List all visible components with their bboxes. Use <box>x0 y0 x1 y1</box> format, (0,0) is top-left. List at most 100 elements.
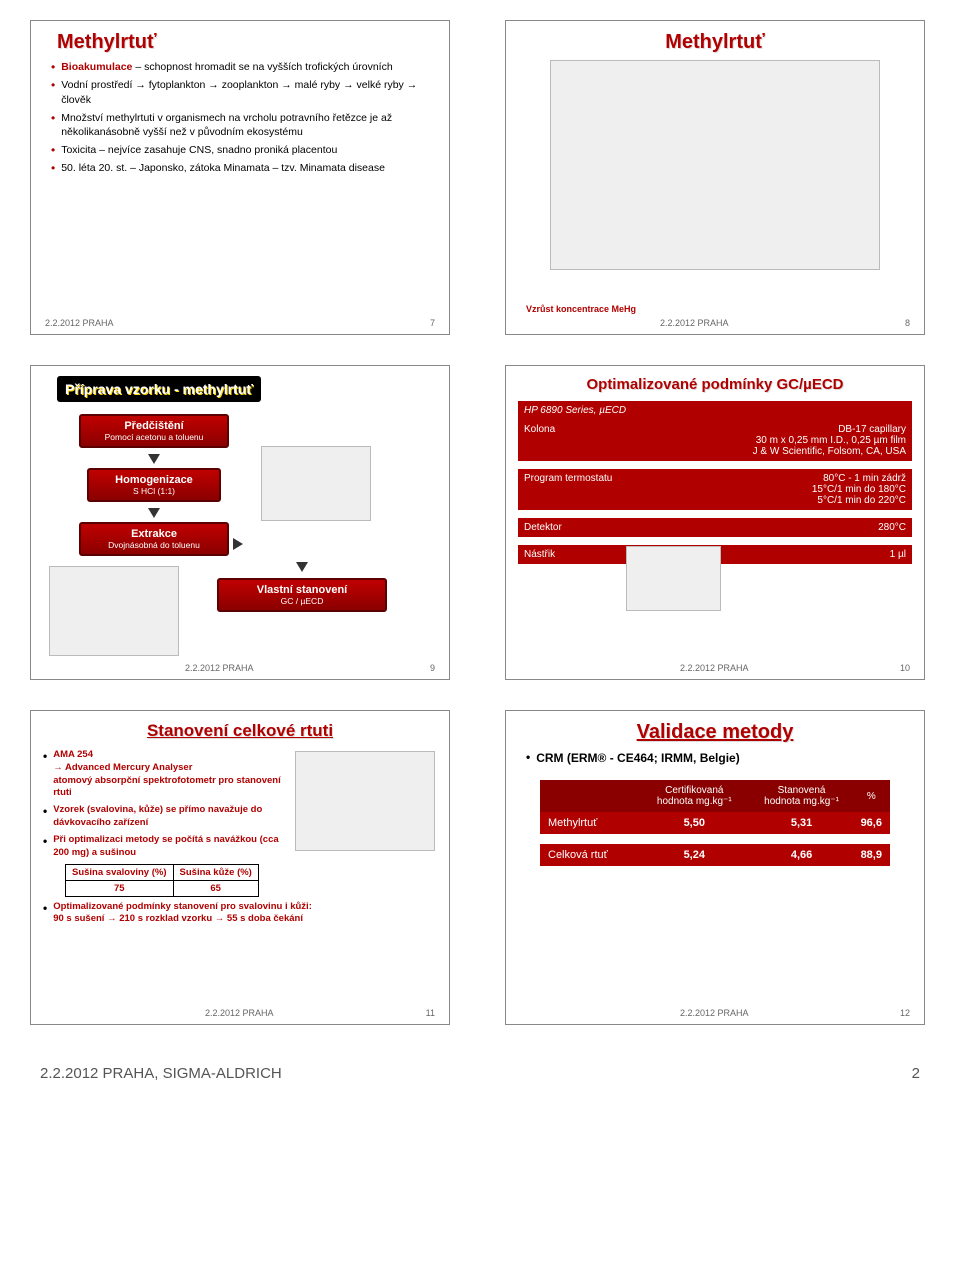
bullet-text: – schopnost hromadit se na vyšších trofi… <box>132 61 392 73</box>
cell-value: 5,24 <box>638 844 751 866</box>
bioaccumulation-label: Bioakumulace <box>61 61 132 73</box>
cell-value: 65 <box>173 880 258 896</box>
slide-body: • AMA 254 → Advanced Mercury Analyser at… <box>43 749 283 860</box>
arrow-down-icon <box>148 508 160 518</box>
cell-value: 5,31 <box>751 812 853 834</box>
crm-label: CRM (ERM® - CE464; IRMM, Belgie) <box>536 750 904 766</box>
page-footer: 2.2.2012 PRAHA, SIGMA-ALDRICH 2 <box>30 1065 930 1082</box>
arrow-down-icon <box>148 454 160 464</box>
cell-value: 4,66 <box>751 844 853 866</box>
photo-ama254 <box>295 751 435 851</box>
arrow-right-icon <box>233 538 243 550</box>
step-sublabel: S HCl (1:1) <box>95 486 213 496</box>
slide-11: Stanovení celkové rtuti • AMA 254 → Adva… <box>30 710 450 1025</box>
slide-title: Methylrtuť <box>57 31 437 54</box>
row-label: Celková rtuť <box>540 844 638 866</box>
slide-12: Validace metody •CRM (ERM® - CE464; IRMM… <box>505 710 925 1025</box>
arrow-down-icon <box>296 562 308 572</box>
validation-table: Certifikovaná hodnota mg.kg⁻¹ Stanovená … <box>540 780 890 866</box>
slide-footer: 2.2.2012 PRAHA 12 <box>506 1008 924 1018</box>
cell-value: 75 <box>66 880 174 896</box>
bullet-text: 50. léta 20. st. – Japonsko, zátoka Mina… <box>61 161 429 175</box>
step-sublabel: Pomocí acetonu a toluenu <box>87 432 221 442</box>
ama-label: AMA 254 <box>53 749 93 760</box>
slide-number: 10 <box>900 663 910 673</box>
ama-expansion: → Advanced Mercury Analyser <box>53 762 192 773</box>
cell-value: 88,9 <box>853 844 890 866</box>
bullet-text: 90 s sušení → 210 s rozklad vzorku → 55 … <box>53 913 303 924</box>
slide-title: Stanovení celkové rtuti <box>43 721 437 741</box>
caption: Vzrůst koncentrace MeHg <box>526 304 636 314</box>
param-value: 80°C - 1 min zádrž 15°C/1 min do 180°C 5… <box>628 469 912 510</box>
param-label: Nástřik <box>518 545 628 564</box>
footer-date: 2.2.2012 PRAHA <box>680 1008 749 1018</box>
slide-number: 8 <box>905 318 910 328</box>
slide-number: 7 <box>430 318 435 328</box>
row-label: Methylrtuť <box>540 812 638 834</box>
col-header: Sušina svaloviny (%) <box>66 864 174 880</box>
param-value: DB-17 capillary 30 m x 0,25 mm I.D., 0,2… <box>628 420 912 461</box>
param-value: 280°C <box>628 518 912 537</box>
step-sublabel: GC / µECD <box>225 596 379 606</box>
param-label: Detektor <box>518 518 628 537</box>
slide-number: 11 <box>426 1008 435 1018</box>
col-header: Stanovená hodnota mg.kg⁻¹ <box>751 780 853 812</box>
footer-date: 2.2.2012 PRAHA <box>45 318 114 328</box>
slide-footer: 2.2.2012 PRAHA 11 <box>31 1008 449 1018</box>
footer-date: 2.2.2012 PRAHA <box>680 663 749 673</box>
step-label: Vlastní stanovení <box>225 584 379 596</box>
gc-conditions-table: HP 6890 Series, µECD KolonaDB-17 capilla… <box>518 401 912 564</box>
bioaccumulation-diagram <box>550 60 880 270</box>
bullet-text: Vodní prostředí → fytoplankton → zooplan… <box>61 78 429 106</box>
flow-title: Příprava vzorku - methylrtuť <box>57 376 261 402</box>
photo-centrifuge <box>261 446 371 521</box>
step-sublabel: Dvojnásobná do toluenu <box>87 540 221 550</box>
step-label: Předčištění <box>87 420 221 432</box>
photo-instrument <box>626 546 721 611</box>
slide-7: Methylrtuť •Bioakumulace – schopnost hro… <box>30 20 450 335</box>
slide-grid: Methylrtuť •Bioakumulace – schopnost hro… <box>30 20 930 1025</box>
drymatter-table: Sušina svaloviny (%)Sušina kůže (%) 7565 <box>65 864 259 897</box>
col-header: Certifikovaná hodnota mg.kg⁻¹ <box>638 780 751 812</box>
bullet-text: Toxicita – nejvíce zasahuje CNS, snadno … <box>61 143 429 157</box>
bullet-text: Při optimalizaci metody se počítá s navá… <box>53 834 283 860</box>
footer-date: 2.2.2012 PRAHA <box>205 1008 274 1018</box>
page-footer-left: 2.2.2012 PRAHA, SIGMA-ALDRICH <box>40 1065 282 1082</box>
cell-value: 96,6 <box>853 812 890 834</box>
slide-number: 9 <box>430 663 435 673</box>
slide-footer: 2.2.2012 PRAHA 8 <box>506 318 924 328</box>
step-predcisteni: Předčištění Pomocí acetonu a toluenu <box>79 414 229 448</box>
param-label: Kolona <box>518 420 628 461</box>
page-footer-right: 2 <box>912 1065 920 1082</box>
slide-footer: 2.2.2012 PRAHA 7 <box>31 318 449 328</box>
step-label: Homogenizace <box>95 474 213 486</box>
slide-footer: 2.2.2012 PRAHA 10 <box>506 663 924 673</box>
bullet-text: Optimalizované podmínky stanovení pro sv… <box>53 901 312 912</box>
slide-title: Validace metody <box>518 721 912 744</box>
col-header: Sušina kůže (%) <box>173 864 258 880</box>
step-stanoveni: Vlastní stanovení GC / µECD <box>217 578 387 612</box>
slide-9: Příprava vzorku - methylrtuť Předčištění… <box>30 365 450 680</box>
opt-conditions: • Optimalizované podmínky stanovení pro … <box>43 901 437 927</box>
step-homogenizace: Homogenizace S HCl (1:1) <box>87 468 221 502</box>
cell-value: 5,50 <box>638 812 751 834</box>
step-label: Extrakce <box>87 528 221 540</box>
step-extrakce: Extrakce Dvojnásobná do toluenu <box>79 522 229 556</box>
slide-title: Methylrtuť <box>518 31 912 54</box>
footer-date: 2.2.2012 PRAHA <box>185 663 254 673</box>
col-header: % <box>853 780 890 812</box>
param-label: Program termostatu <box>518 469 628 510</box>
footer-date: 2.2.2012 PRAHA <box>660 318 729 328</box>
slide-title: Optimalizované podmínky GC/µECD <box>518 376 912 393</box>
slide-body: •Bioakumulace – schopnost hromadit se na… <box>43 60 437 176</box>
slide-footer: 2.2.2012 PRAHA 9 <box>31 663 449 673</box>
bullet-text: Vzorek (svalovina, kůže) se přímo navažu… <box>53 804 283 830</box>
handout-page: Methylrtuť •Bioakumulace – schopnost hro… <box>0 0 960 1112</box>
bullet-text: Množství methylrtuti v organismech na vr… <box>61 111 429 139</box>
photo-gc <box>49 566 179 656</box>
table-header: HP 6890 Series, µECD <box>518 401 912 420</box>
slide-number: 12 <box>900 1008 910 1018</box>
ama-desc: atomový absorpční spektrofotometr pro st… <box>53 775 281 799</box>
slide-10: Optimalizované podmínky GC/µECD HP 6890 … <box>505 365 925 680</box>
slide-8: Methylrtuť Vzrůst koncentrace MeHg 2.2.2… <box>505 20 925 335</box>
